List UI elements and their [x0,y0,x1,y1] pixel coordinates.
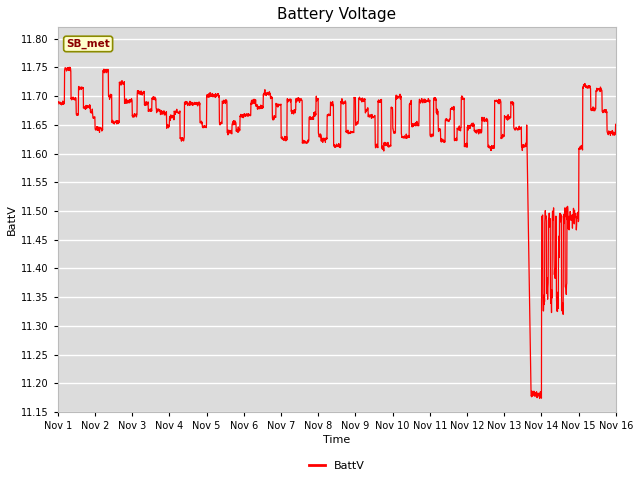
Legend: BattV: BattV [304,457,369,476]
Y-axis label: BattV: BattV [7,204,17,235]
Title: Battery Voltage: Battery Voltage [277,7,396,22]
Text: SB_met: SB_met [67,39,110,49]
X-axis label: Time: Time [323,435,351,445]
